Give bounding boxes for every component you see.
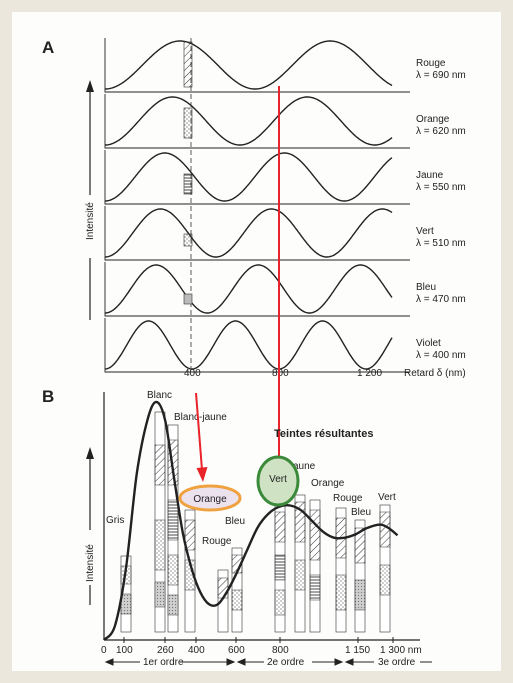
wave-lambda-orange: λ = 620 nm: [416, 126, 466, 137]
panel-a-strips: [183, 41, 193, 305]
panel-a-y-axis: [86, 80, 94, 320]
label-bleu-1: Bleu: [225, 516, 245, 527]
panel-a-frame-rouge: [104, 38, 410, 93]
wave-name-orange: Orange: [416, 114, 450, 125]
wave-name-jaune: Jaune: [416, 170, 444, 181]
wave-jaune: [105, 152, 393, 202]
panel-b-tick-100: 100: [116, 645, 133, 656]
panel-a-frames: [104, 38, 410, 373]
panel-a-frame-bleu: [104, 262, 410, 317]
wave-lambda-jaune: λ = 550 nm: [416, 182, 466, 193]
label-vert-2: Vert: [378, 492, 396, 503]
label-blanc: Blanc: [147, 390, 172, 401]
panel-b-title: Teintes résultantes: [274, 428, 373, 440]
panel-b-tick-1150: 1 150: [345, 645, 370, 656]
panel-b-ticks: [123, 637, 394, 643]
label-blanc-jaune: Blanc-jaune: [174, 412, 227, 423]
panel-b-tick-0: 0: [101, 645, 107, 656]
wave-lambda-rouge: λ = 690 nm: [416, 70, 466, 81]
panel-a-frame-violet: [104, 318, 410, 373]
order-2: 2e ordre: [267, 657, 305, 668]
wave-name-violet: Violet: [416, 338, 441, 349]
panel-b-axes: [86, 392, 420, 641]
wave-lambda-bleu: λ = 470 nm: [416, 294, 466, 305]
panel-b-y-label: Intensité: [85, 544, 96, 582]
wave-orange: [105, 96, 393, 146]
label-rouge-1: Rouge: [202, 536, 232, 547]
wave-lambda-vert: λ = 510 nm: [416, 238, 466, 249]
panel-a-letter: A: [42, 38, 54, 57]
wave-violet: [104, 320, 393, 370]
orange-highlight-ellipse: [178, 484, 242, 512]
intensity-curve: [103, 400, 399, 641]
label-rouge-2: Rouge: [333, 493, 363, 504]
panel-a-y-label: Intensité: [85, 202, 96, 240]
red-arrow-to-orange: [195, 392, 208, 482]
panel-b-tick-260: 260: [157, 645, 174, 656]
order-3: 3e ordre: [378, 657, 416, 668]
panel-a-x-label: Retard δ (nm): [404, 368, 466, 379]
label-gris: Gris: [106, 515, 124, 526]
panel-a-tick-400: 400: [184, 368, 201, 379]
wave-vert: [105, 208, 393, 258]
page-background: [12, 12, 501, 671]
wave-rouge: [105, 40, 393, 90]
panel-b-tick-800: 800: [272, 645, 289, 656]
label-bleu-2: Bleu: [351, 507, 371, 518]
label-vert-1: Vert: [269, 474, 287, 485]
panel-b-tick-600: 600: [228, 645, 245, 656]
order-arrows: [104, 658, 432, 666]
panel-a-tick-1200: 1 200: [357, 368, 382, 379]
panel-b-tick-1300: 1 300 nm: [380, 645, 422, 656]
label-orange-1: Orange: [193, 494, 227, 505]
order-1: 1er ordre: [143, 657, 184, 668]
wave-lambda-violet: λ = 400 nm: [416, 350, 466, 361]
wave-bleu: [105, 264, 393, 314]
panel-a-waves: [104, 40, 393, 370]
label-jaune: Jaune: [288, 461, 316, 472]
panel-b-tick-400: 400: [188, 645, 205, 656]
panel-a-tick-800: 800: [272, 368, 289, 379]
wave-name-rouge: Rouge: [416, 58, 446, 69]
panel-b-letter: B: [42, 387, 54, 406]
wave-name-vert: Vert: [416, 226, 434, 237]
panel-a-frame-jaune: [104, 150, 410, 205]
vert-highlight-ellipse: [256, 455, 300, 507]
label-orange-2: Orange: [311, 478, 345, 489]
panel-a-frame-vert: [104, 206, 410, 261]
panel-b-bars: [120, 411, 391, 633]
wave-name-bleu: Bleu: [416, 282, 436, 293]
panel-a-frame-orange: [104, 94, 410, 149]
